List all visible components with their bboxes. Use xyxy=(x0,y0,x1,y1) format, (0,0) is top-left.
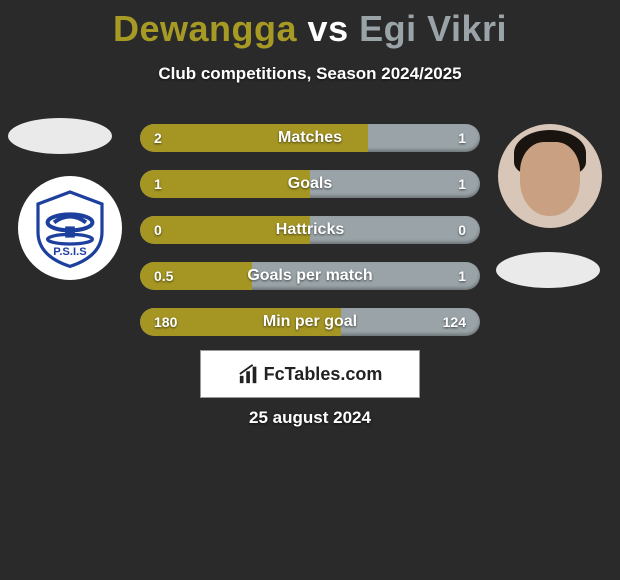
comparison-title: Dewangga vs Egi Vikri xyxy=(0,0,620,50)
stat-value-left: 2 xyxy=(154,130,162,146)
stat-label: Min per goal xyxy=(263,313,357,331)
stat-row: 0 Hattricks 0 xyxy=(140,216,480,244)
stat-value-left: 0 xyxy=(154,222,162,238)
logo-text: FcTables.com xyxy=(264,364,383,385)
psis-icon: P.S.I.S xyxy=(30,188,110,268)
player-right-avatar xyxy=(498,124,602,228)
stat-row: 180 Min per goal 124 xyxy=(140,308,480,336)
stat-value-right: 1 xyxy=(458,130,466,146)
player-right-small-avatar xyxy=(496,252,600,288)
stats-bars: 2 Matches 1 1 Goals 1 0 Hattricks 0 0.5 Goals per … xyxy=(140,124,480,354)
stat-value-right: 124 xyxy=(443,314,466,330)
stat-row: 2 Matches 1 xyxy=(140,124,480,152)
comparison-subtitle: Club competitions, Season 2024/2025 xyxy=(0,64,620,84)
stat-value-left: 1 xyxy=(154,176,162,192)
player-left-club-badge: P.S.I.S xyxy=(18,176,122,280)
stat-value-left: 0.5 xyxy=(154,268,173,284)
stat-label: Goals per match xyxy=(247,267,372,285)
svg-text:P.S.I.S: P.S.I.S xyxy=(53,246,87,258)
stat-row: 1 Goals 1 xyxy=(140,170,480,198)
stat-value-left: 180 xyxy=(154,314,177,330)
stat-label: Matches xyxy=(278,129,342,147)
stat-row: 0.5 Goals per match 1 xyxy=(140,262,480,290)
stat-value-right: 0 xyxy=(458,222,466,238)
chart-icon xyxy=(238,363,260,385)
snapshot-date: 25 august 2024 xyxy=(0,408,620,428)
stat-label: Hattricks xyxy=(276,221,344,239)
fctables-logo: FcTables.com xyxy=(200,350,420,398)
player-left-small-avatar xyxy=(8,118,112,154)
stat-value-right: 1 xyxy=(458,268,466,284)
stat-value-right: 1 xyxy=(458,176,466,192)
bar-fill-left xyxy=(140,170,310,198)
stat-label: Goals xyxy=(288,175,332,193)
